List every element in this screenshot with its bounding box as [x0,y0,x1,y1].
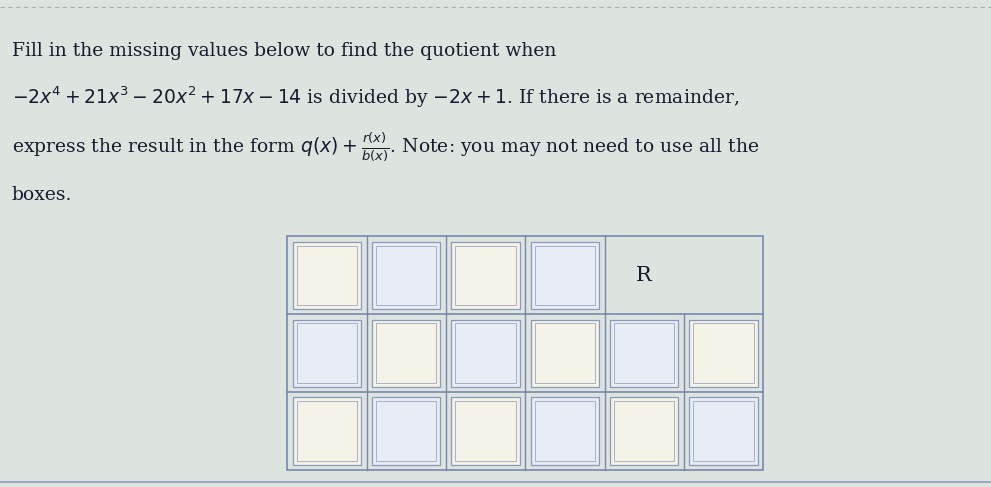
Bar [297,401,357,461]
Bar [377,245,436,305]
Bar [452,397,519,465]
Bar [531,319,599,387]
Bar [456,245,515,305]
Bar [452,242,519,309]
Bar [452,319,519,387]
Bar [610,319,678,387]
Bar [287,236,763,470]
Bar [614,401,674,461]
Text: $-2x^4+21x^3-20x^2+17x-14$ is divided by $-2x+1$. If there is a remainder,: $-2x^4+21x^3-20x^2+17x-14$ is divided by… [12,85,739,110]
Text: Fill in the missing values below to find the quotient when: Fill in the missing values below to find… [12,42,556,60]
Bar [373,397,440,465]
Bar [293,319,361,387]
Bar [690,397,757,465]
Bar [690,319,757,387]
Text: R: R [636,265,652,285]
Bar [373,319,440,387]
Text: boxes.: boxes. [12,186,72,204]
Bar [610,397,678,465]
Text: express the result in the form $q(x)+\frac{r(x)}{b(x)}$. Note: you may not need : express the result in the form $q(x)+\fr… [12,130,759,163]
Bar [297,245,357,305]
Bar [377,323,436,383]
Bar [694,401,753,461]
Bar [373,242,440,309]
Bar [694,323,753,383]
Bar [293,242,361,309]
Bar [535,323,595,383]
Bar [377,401,436,461]
Bar [293,397,361,465]
Bar [456,323,515,383]
Bar [456,401,515,461]
Bar [535,401,595,461]
Bar [535,245,595,305]
Bar [297,323,357,383]
Bar [614,323,674,383]
Bar [531,242,599,309]
Bar [531,397,599,465]
